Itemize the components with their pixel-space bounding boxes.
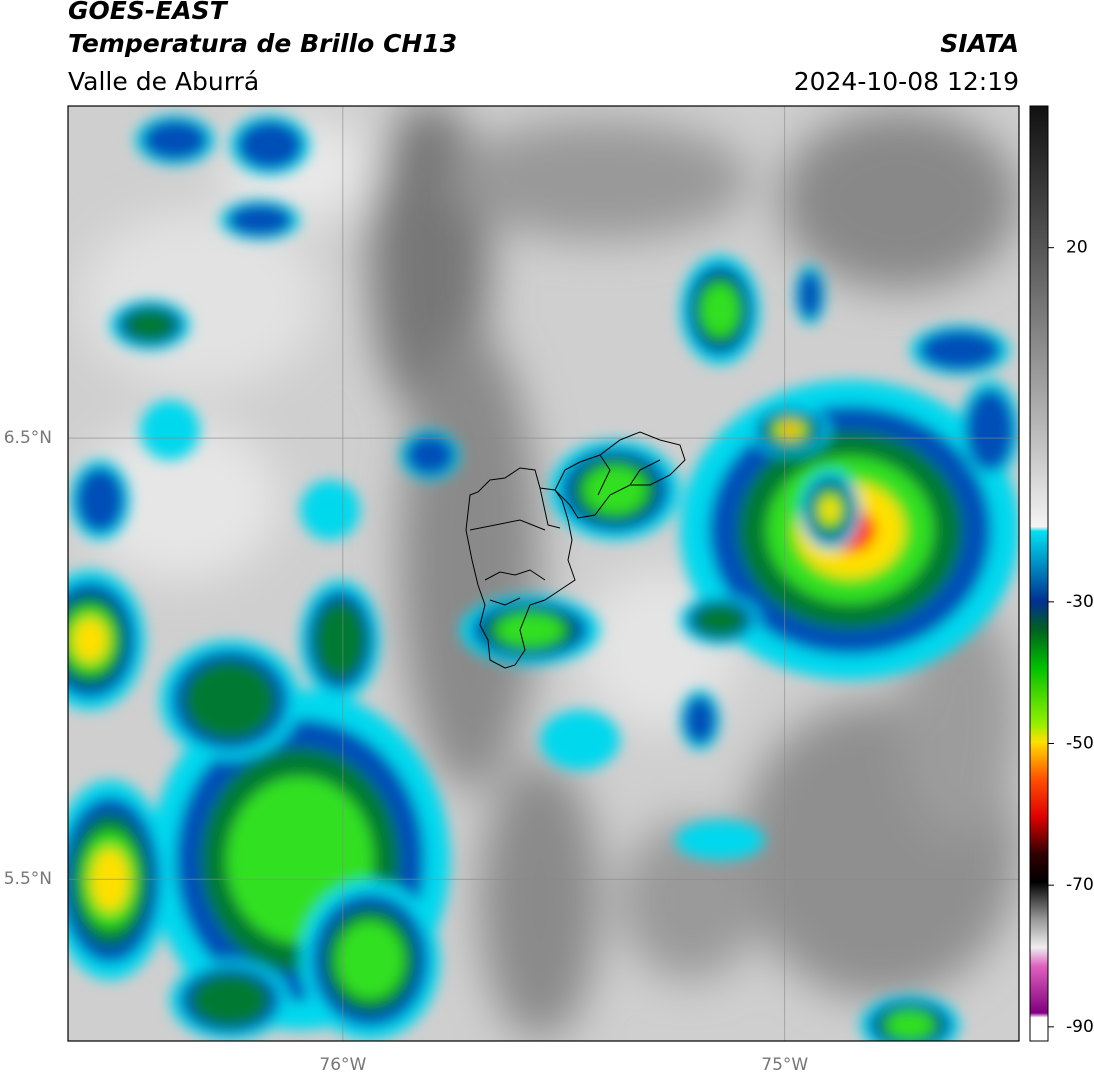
x-tick-label: 76°W <box>319 1055 366 1075</box>
cloud-level <box>123 308 177 342</box>
cloud-level <box>140 400 200 460</box>
grid <box>68 106 1019 1041</box>
cloud-level <box>141 119 209 161</box>
cold-clouds <box>68 115 1019 1041</box>
colorbar-tick-label: -70 <box>1066 875 1094 895</box>
cloud-level <box>236 120 304 170</box>
gray-patch <box>780 110 1019 290</box>
cloud-level <box>495 612 565 648</box>
boundary-north <box>554 431 686 519</box>
source: SIATA <box>940 29 1019 58</box>
y-tick-label: 5.5°N <box>4 869 52 889</box>
map-frame <box>67 105 1020 1042</box>
colorbar-tick-label: -50 <box>1066 734 1094 754</box>
gray-patch <box>80 210 320 390</box>
cloud-level <box>784 426 796 434</box>
x-tick-label: 75°W <box>761 1055 808 1075</box>
satellite-imagery <box>68 106 1019 1041</box>
boundary-south <box>465 467 576 669</box>
cloud-level <box>300 480 360 540</box>
colorbar-ticks: 20 -30 -50 -70 -90 <box>1048 238 1094 1037</box>
y-tick-label: 6.5°N <box>4 428 52 448</box>
cloud-level <box>190 973 270 1027</box>
cloud-level <box>72 617 108 663</box>
cloud-level <box>700 283 740 337</box>
colorbar-tick-label: 20 <box>1066 238 1088 258</box>
cloud-level <box>918 329 1002 371</box>
cloud-level <box>885 1010 935 1040</box>
gray-patch <box>80 420 280 580</box>
gray-patch <box>480 760 600 1040</box>
x-ticks: 76°W 75°W <box>319 1055 808 1075</box>
boundary-internal <box>469 454 661 606</box>
cloud-level <box>405 434 455 476</box>
timestamp: 2024-10-08 12:19 <box>794 67 1019 96</box>
gray-patch <box>400 330 540 790</box>
subtitle: Temperatura de Brillo CH13 <box>68 29 457 58</box>
cloud-level <box>540 710 620 770</box>
cloud-level <box>583 465 647 515</box>
colorbar <box>1029 105 1049 1042</box>
cloud-level <box>820 497 840 523</box>
cloud-level <box>693 603 747 637</box>
cloud-level <box>683 695 717 745</box>
gray-patch <box>450 120 750 240</box>
cloud-level <box>965 388 1015 472</box>
cloud-level <box>183 660 277 740</box>
cloud-level <box>797 270 823 320</box>
gray-patch <box>620 820 760 980</box>
cloud-level <box>335 920 405 1000</box>
cloud-level <box>90 848 130 912</box>
cloud-level <box>313 600 367 680</box>
region: Valle de Aburrá <box>68 67 259 96</box>
title: GOES-EAST <box>68 0 229 25</box>
colorbar-tick-label: -30 <box>1066 592 1094 612</box>
cloud-level <box>226 203 294 237</box>
municipal-boundaries <box>465 431 686 669</box>
y-ticks: 6.5°N 5.5°N <box>4 428 52 889</box>
cloud-level <box>75 466 125 534</box>
cloud-level <box>675 820 765 860</box>
colorbar-tick-label: -90 <box>1066 1017 1094 1037</box>
